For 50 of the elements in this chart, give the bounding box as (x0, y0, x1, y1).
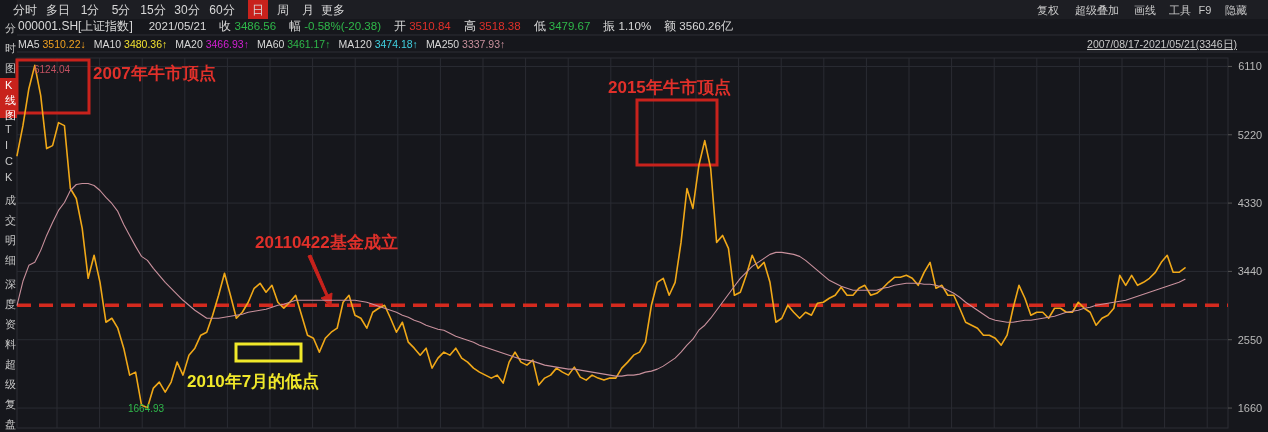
text: 幅 -0.58%(-20.38) (289, 20, 382, 32)
text: 5分 (111, 3, 131, 17)
text: 工具 (1169, 4, 1191, 16)
text: MA120 3474.18↑ (338, 38, 418, 50)
text: 额 3560.26亿 (664, 19, 733, 32)
text: MA250 3337.93↑ (425, 38, 506, 50)
text: 开 3510.84 (393, 20, 452, 32)
text: 振 1.10% (603, 20, 652, 32)
text: 收 3486.56 (219, 20, 277, 32)
annotation: 20110422基金成立 (255, 233, 398, 252)
y-tick-label: 2550 (1237, 333, 1263, 346)
text: 复权 (1037, 4, 1059, 16)
text: 月 (302, 3, 314, 17)
y-tick-label: 1660 (1237, 402, 1263, 415)
text: 隐藏 (1225, 4, 1247, 16)
text: 2007/08/17-2021/05/21(3346日) (1087, 38, 1237, 50)
annotation: 2015年牛市顶点 (608, 78, 731, 97)
text: MA10 3480.36↑ (93, 38, 168, 50)
text: MA5 3510.22↓ (18, 38, 86, 50)
annotation: 2010年7月的低点 (187, 372, 320, 391)
text: 30分 (174, 3, 200, 17)
y-tick-label: 3440 (1237, 265, 1263, 278)
annotation: 2007年牛市顶点 (93, 64, 216, 83)
text: TICK (5, 123, 13, 183)
y-tick-label: 6110 (1238, 60, 1262, 73)
y-tick-label: 5220 (1237, 128, 1263, 141)
chart-title: 000001.SH[上证指数] (18, 19, 133, 33)
text: 更多 (321, 3, 345, 17)
text: 画线 (1134, 4, 1156, 16)
text: 15分 (140, 3, 166, 17)
text: 日 (252, 3, 264, 17)
text: MA20 3466.93↑ (175, 38, 249, 50)
annotation: 分时图 (5, 22, 16, 74)
text: F9 (1198, 4, 1212, 16)
annotation: 成交明细 (5, 194, 16, 266)
y-tick-label: 4330 (1237, 197, 1263, 210)
annotation: 超级复盘 (5, 358, 16, 430)
text: 多日 (46, 3, 70, 17)
text: 高 3518.38 (463, 19, 521, 32)
text: 分时 (13, 3, 37, 17)
annotation: 1664.93 (128, 403, 165, 414)
text: 超级叠加 (1075, 4, 1119, 16)
annotation: 深度资料 (5, 278, 16, 350)
text: 周 (277, 3, 289, 17)
text: 2021/05/21 (148, 20, 207, 32)
text: 1分 (80, 3, 100, 17)
text: 低 3479.67 (533, 20, 591, 32)
text: 60分 (209, 3, 235, 17)
annotation: K线图 (5, 79, 16, 121)
text: MA60 3461.17↑ (256, 38, 331, 50)
